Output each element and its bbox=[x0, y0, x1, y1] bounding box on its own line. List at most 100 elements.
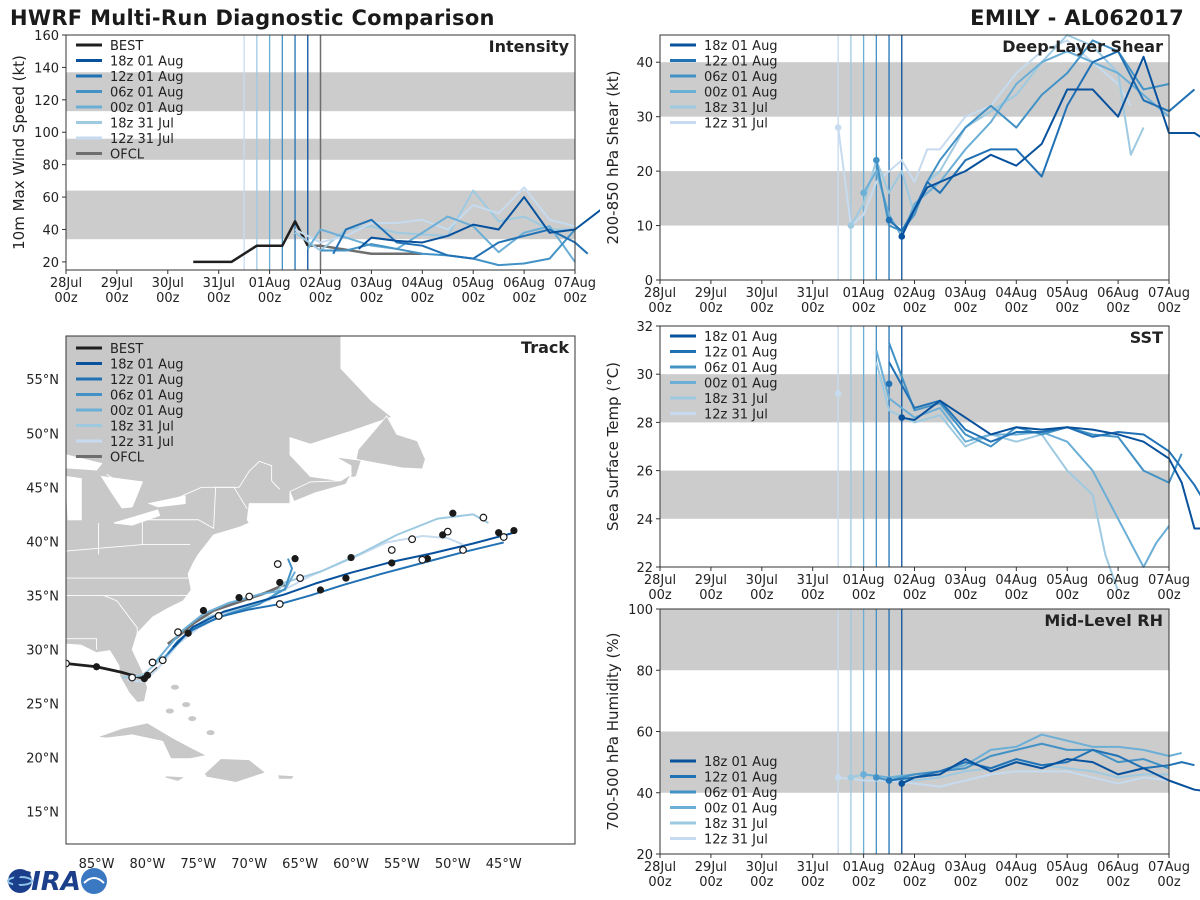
band-0 bbox=[660, 470, 1169, 519]
marker-3 bbox=[873, 774, 880, 781]
x-tick-date: 28Jul bbox=[644, 860, 676, 875]
track-point-open-5 bbox=[245, 592, 254, 601]
x-tick-hour: 00z bbox=[903, 875, 927, 890]
band-0 bbox=[660, 731, 1169, 793]
x-tick-date: 06Aug bbox=[1097, 573, 1139, 588]
x-tick-date: 03Aug bbox=[944, 286, 986, 301]
y-tick-label: 20 bbox=[636, 165, 653, 180]
x-tick-date: 31Jul bbox=[797, 860, 829, 875]
band-1 bbox=[660, 374, 1169, 423]
y-tick-label: 30 bbox=[636, 368, 653, 383]
x-tick-hour: 00z bbox=[699, 588, 723, 603]
x-tick-date: 02Aug bbox=[300, 276, 342, 291]
y-tick-label: 30 bbox=[636, 111, 653, 126]
x-tick-hour: 00z bbox=[1056, 588, 1080, 603]
legend-label: 12z 01 Aug bbox=[704, 771, 778, 786]
x-tick-date: 05Aug bbox=[452, 276, 494, 291]
legend-label: BEST bbox=[110, 342, 143, 357]
track-point-filled-13 bbox=[449, 509, 457, 517]
legend-label: OFCL bbox=[110, 148, 145, 163]
rh-chart: 2040608010028Jul00z29Jul00z30Jul00z31Jul… bbox=[604, 603, 1200, 890]
y-tick-label: 26 bbox=[636, 465, 653, 480]
track-point-filled-0 bbox=[92, 663, 101, 671]
x-tick-date: 30Jul bbox=[746, 860, 778, 875]
y-tick-label: 80 bbox=[42, 159, 59, 174]
x-tick-date: 28Jul bbox=[644, 286, 676, 301]
track-point-filled-8 bbox=[316, 586, 325, 594]
legend-label: 12z 01 Aug bbox=[110, 373, 184, 388]
lon-label: 45°W bbox=[486, 857, 522, 872]
x-tick-date: 05Aug bbox=[1046, 286, 1088, 301]
x-tick-date: 03Aug bbox=[944, 860, 986, 875]
y-axis-label: 700-500 hPa Humidity (%) bbox=[604, 632, 622, 830]
x-tick-date: 02Aug bbox=[894, 573, 936, 588]
track-point-filled-2 bbox=[143, 671, 152, 679]
y-tick-label: 32 bbox=[636, 320, 653, 335]
island-4 bbox=[206, 730, 215, 736]
x-tick-date: 06Aug bbox=[1097, 860, 1139, 875]
lon-label: 65°W bbox=[282, 857, 318, 872]
legend-label: 00z 01 Aug bbox=[704, 802, 778, 817]
track-point-open-9 bbox=[387, 546, 396, 554]
lat-label: 45°N bbox=[26, 481, 59, 496]
track-point-open-8 bbox=[296, 574, 305, 583]
series-12z-01-aug bbox=[888, 361, 1200, 497]
legend-label: 00z 01 Aug bbox=[704, 86, 778, 101]
x-tick-hour: 00z bbox=[1106, 301, 1130, 316]
panel-title: Track bbox=[521, 338, 569, 357]
track-point-open-7 bbox=[273, 560, 282, 568]
land-hispaniola bbox=[203, 758, 267, 783]
lake-michigan bbox=[66, 476, 82, 521]
x-tick-date: 01Aug bbox=[843, 860, 885, 875]
legend-label: 18z 01 Aug bbox=[110, 358, 184, 373]
x-tick-date: 01Aug bbox=[843, 573, 885, 588]
series-18z-01-aug bbox=[901, 399, 1200, 530]
y-axis-label: 200-850 hPa Shear (kt) bbox=[604, 71, 622, 245]
legend-label: 12z 01 Aug bbox=[110, 70, 184, 85]
y-tick-label: 160 bbox=[34, 30, 59, 44]
track-12z-01-aug bbox=[167, 541, 504, 655]
y-tick-label: 40 bbox=[42, 223, 59, 238]
y-tick-label: 20 bbox=[42, 256, 59, 271]
series-18z-31-jul bbox=[294, 189, 575, 252]
island-2 bbox=[182, 702, 191, 708]
lat-label: 55°N bbox=[26, 373, 59, 388]
x-tick-date: 29Jul bbox=[101, 276, 133, 291]
x-tick-hour: 00z bbox=[801, 588, 825, 603]
y-axis-label: Sea Surface Temp (°C) bbox=[604, 362, 622, 531]
x-tick-hour: 00z bbox=[750, 301, 774, 316]
lake-huron bbox=[100, 475, 144, 509]
x-tick-date: 30Jul bbox=[746, 573, 778, 588]
x-tick-hour: 00z bbox=[1005, 588, 1029, 603]
legend-label: OFCL bbox=[110, 451, 145, 466]
x-tick-date: 02Aug bbox=[894, 860, 936, 875]
y-tick-label: 100 bbox=[34, 126, 59, 141]
x-tick-hour: 00z bbox=[54, 291, 78, 306]
track-point-open-10 bbox=[418, 555, 427, 564]
series-18z-01-aug bbox=[900, 55, 1200, 237]
x-tick-hour: 00z bbox=[258, 291, 282, 306]
lon-label: 75°W bbox=[180, 857, 216, 872]
legend-label: 12z 31 Jul bbox=[704, 117, 768, 132]
x-tick-date: 03Aug bbox=[944, 573, 986, 588]
legend-label: 06z 01 Aug bbox=[704, 786, 778, 801]
track-point-open-3 bbox=[174, 628, 182, 637]
legend-label: 18z 31 Jul bbox=[704, 817, 768, 832]
track-point-open-6 bbox=[275, 600, 284, 608]
legend-label: 18z 31 Jul bbox=[704, 392, 768, 407]
legend-label: 06z 01 Aug bbox=[110, 389, 184, 404]
x-tick-date: 31Jul bbox=[203, 276, 235, 291]
y-tick-label: 60 bbox=[42, 191, 59, 206]
x-tick-hour: 00z bbox=[156, 291, 180, 306]
marker-1 bbox=[847, 222, 855, 229]
track-point-filled-4 bbox=[199, 606, 208, 615]
track-point-filled-6 bbox=[276, 578, 284, 587]
legend-label: 06z 01 Aug bbox=[110, 86, 184, 101]
x-tick-hour: 00z bbox=[1106, 588, 1130, 603]
lon-label: 55°W bbox=[384, 857, 420, 872]
y-tick-label: 120 bbox=[34, 94, 59, 109]
x-tick-date: 04Aug bbox=[995, 860, 1037, 875]
track-point-open-2 bbox=[158, 656, 167, 665]
x-tick-date: 04Aug bbox=[995, 573, 1037, 588]
lon-label: 50°W bbox=[435, 857, 471, 872]
